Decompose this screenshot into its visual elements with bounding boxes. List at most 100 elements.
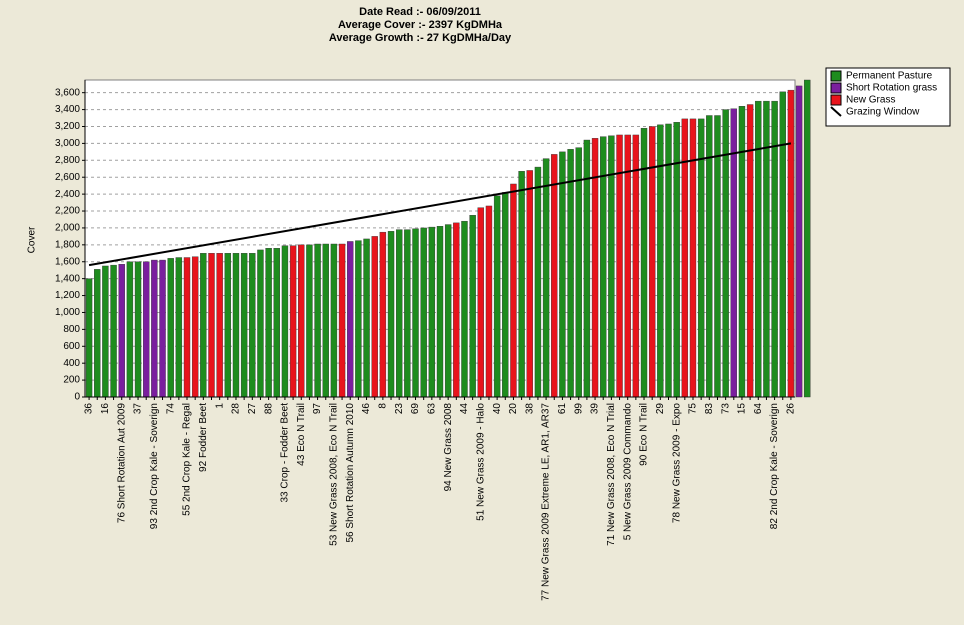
x-tick-label: 37 (133, 403, 144, 415)
bar (240, 253, 248, 398)
y-tick-label: 1,000 (55, 307, 80, 318)
x-tick-label: 28 (231, 403, 242, 415)
bar (697, 118, 705, 398)
x-tick-label: 27 (247, 403, 258, 415)
chart-title: Average Growth :- 27 KgDMHa/Day (329, 32, 512, 44)
x-tick-label: 43 Eco N Trail (296, 403, 307, 466)
bar (787, 89, 795, 398)
bar (722, 109, 729, 398)
x-tick-label: 71 New Grass 2008, Eco N Trial (606, 403, 617, 546)
x-tick-label: 15 (737, 403, 748, 415)
bar (763, 100, 770, 398)
bar (395, 229, 403, 398)
x-tick-label: 46 (361, 403, 372, 415)
bar (281, 245, 289, 398)
legend-label: Short Rotation grass (846, 83, 937, 94)
legend-swatch (830, 70, 842, 82)
legend-swatch (830, 94, 842, 106)
bar (151, 259, 158, 398)
bar (738, 106, 746, 398)
x-tick-label: 64 (753, 403, 764, 415)
y-tick-label: 800 (63, 324, 80, 335)
x-tick-label: 8 (378, 403, 389, 409)
bar (306, 244, 313, 398)
bar (338, 243, 346, 398)
y-tick-label: 3,000 (55, 138, 80, 149)
bar (167, 258, 174, 398)
x-tick-label: 55 2nd Crop Kale - Regal (182, 403, 193, 516)
bar (110, 264, 117, 398)
bar (551, 154, 558, 398)
x-tick-label: 53 New Grass 2008, Eco N Trail (329, 403, 340, 546)
bar (273, 248, 280, 398)
bar (126, 261, 134, 398)
bar (102, 265, 109, 398)
bar (518, 171, 525, 398)
x-tick-label: 39 (590, 403, 601, 415)
x-tick-label: 63 (426, 403, 437, 415)
x-tick-label: 56 Short Rotation Autumn 2010 (345, 403, 356, 543)
x-tick-label: 73 (720, 403, 731, 415)
y-tick-label: 1,600 (55, 256, 80, 267)
x-tick-label: 36 (84, 403, 95, 415)
bar (118, 264, 125, 398)
y-tick-label: 1,400 (55, 273, 80, 284)
x-tick-label: 23 (394, 403, 405, 415)
x-tick-label: 99 (573, 403, 584, 415)
bar (224, 253, 232, 398)
bar (534, 166, 542, 398)
x-tick-label: 26 (786, 403, 797, 415)
y-tick-label: 1,800 (55, 239, 80, 250)
bar (355, 240, 362, 398)
bar (493, 195, 501, 398)
x-tick-label: 16 (100, 403, 111, 415)
bar (363, 238, 370, 398)
bar (265, 248, 272, 398)
bar (379, 231, 387, 398)
bar (436, 226, 444, 398)
bar (347, 241, 354, 398)
bar (485, 205, 493, 398)
bar (477, 207, 485, 398)
x-tick-label: 88 (263, 403, 274, 415)
bar (232, 253, 240, 398)
bar (208, 253, 215, 398)
bar (428, 226, 436, 398)
legend-swatch (830, 106, 842, 117)
bar (526, 170, 533, 398)
y-tick-label: 2,400 (55, 189, 80, 200)
x-tick-label: 61 (557, 403, 568, 415)
legend-label: Grazing Window (846, 107, 920, 118)
x-tick-label: 33 Crop - Fodder Beet (280, 403, 291, 503)
x-tick-label: 44 (459, 403, 470, 415)
x-tick-label: 38 (524, 403, 535, 415)
bar (420, 227, 427, 398)
grazing-window (88, 142, 792, 267)
x-tick-label: 78 New Grass 2009 - Expo (671, 403, 682, 523)
x-tick-label: 92 Fodder Beet (198, 403, 209, 472)
y-tick-label: 0 (74, 392, 80, 403)
bar (143, 261, 150, 398)
bar (249, 253, 256, 398)
bar (412, 228, 419, 398)
chart-title: Average Cover :- 2397 KgDMHa (338, 19, 503, 31)
y-tick-label: 600 (63, 341, 80, 352)
x-tick-label: 83 (704, 403, 715, 415)
chart-title: Date Read :- 06/09/2011 (359, 6, 481, 18)
bar (461, 220, 468, 398)
x-tick-label: 1 (214, 403, 225, 409)
x-tick-label: 94 New Grass 2008 (443, 403, 454, 492)
x-tick-label: 40 (492, 403, 503, 415)
y-tick-label: 3,400 (55, 104, 80, 115)
bar (134, 261, 142, 398)
bar (85, 278, 93, 398)
bar (159, 259, 166, 398)
x-tick-label: 75 (688, 403, 699, 415)
bar (322, 243, 329, 398)
x-tick-label: 51 New Grass 2009 - Halo (475, 403, 486, 521)
bar (387, 231, 395, 398)
bar (542, 158, 550, 398)
bar (510, 183, 517, 398)
bar (779, 91, 786, 398)
